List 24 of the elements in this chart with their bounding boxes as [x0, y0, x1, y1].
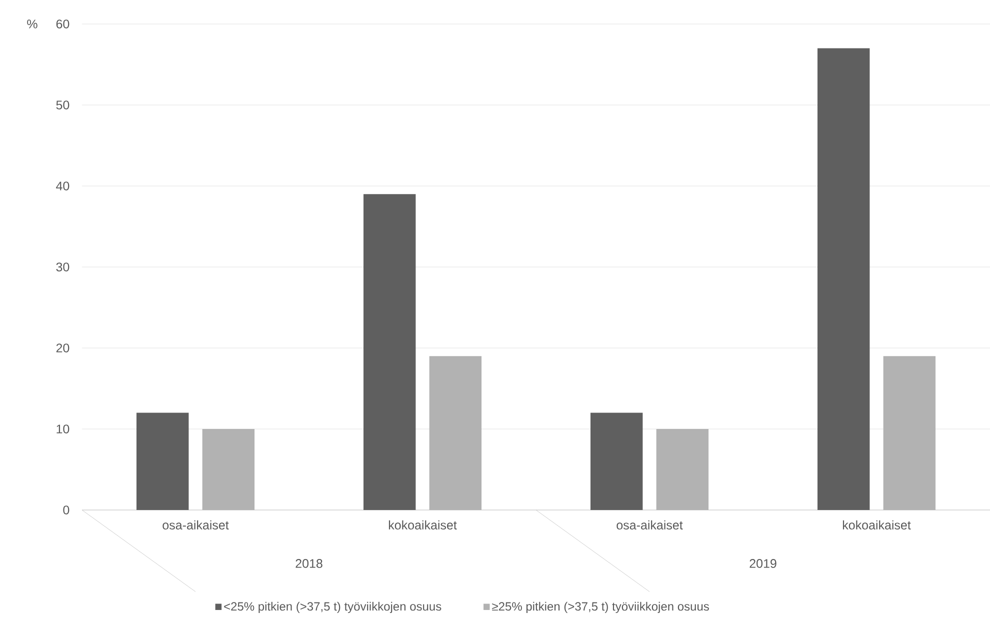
y-tick-label: 50	[56, 100, 70, 110]
text: 2018	[296, 559, 322, 568]
bar	[363, 194, 416, 510]
y-tick-label: 20	[56, 344, 70, 352]
y-tick-label: 0	[63, 506, 70, 514]
y-axis-title: %	[27, 20, 38, 28]
x-tick-label: kokoaikaiset	[388, 520, 457, 530]
legend-label: ≥25% pitkien (>37,5 t) työviikkojen osuus	[492, 602, 709, 614]
y-tick-label: 10	[56, 424, 70, 434]
bar	[883, 356, 936, 510]
bar	[429, 356, 482, 510]
bar	[656, 429, 709, 510]
text: 2019	[750, 559, 776, 568]
bar	[202, 429, 255, 510]
x-tick-label: osa-aikaiset	[616, 520, 683, 530]
legend-label: <25% pitkien (>37,5 t) työviikkojen osuus	[224, 602, 442, 614]
bar	[817, 48, 870, 510]
x-tick-label: osa-aikaiset	[162, 520, 229, 530]
y-tick-label: 40	[56, 182, 70, 190]
y-tick-label: 30	[56, 262, 70, 272]
bar	[590, 412, 643, 510]
y-tick-label: 60	[56, 20, 70, 28]
bar	[136, 412, 189, 510]
x-tick-label: kokoaikaiset	[842, 520, 911, 530]
